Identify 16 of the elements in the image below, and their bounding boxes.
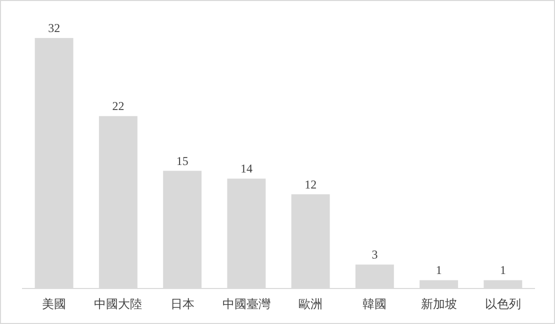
data-label: 12 [304,177,317,192]
x-tick-label: 中國大陸 [94,297,142,311]
x-tick-label: 以色列 [484,297,521,311]
data-label: 1 [436,263,442,278]
data-label: 1 [500,263,506,278]
data-label: 3 [372,248,378,262]
data-label: 22 [112,99,124,114]
x-tick-label: 日本 [170,297,194,311]
x-tick-label: 韓國 [362,297,387,311]
data-label: 14 [240,162,252,176]
x-tick-label: 歐洲 [298,297,323,311]
x-tick-label: 中國臺灣 [222,297,270,311]
x-tick-label: 新加坡 [420,297,457,311]
data-label: 32 [48,21,60,35]
x-tick-label: 美國 [42,297,66,311]
data-label: 15 [176,154,188,168]
